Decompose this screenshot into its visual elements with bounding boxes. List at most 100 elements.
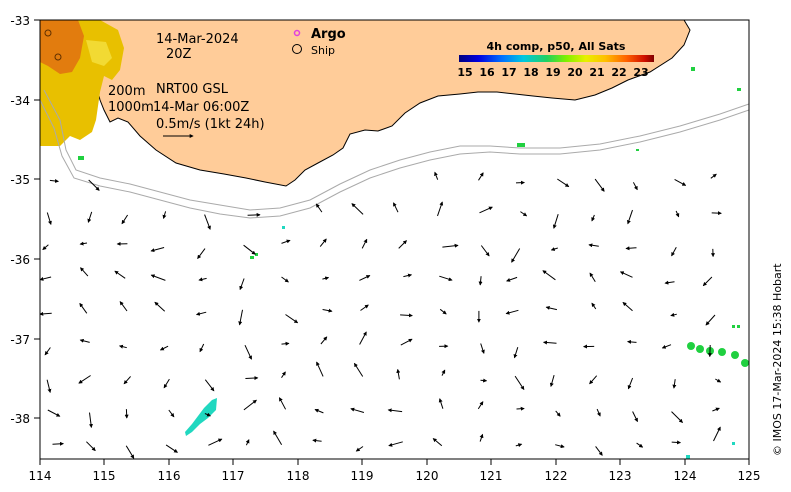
current-vector-arrow <box>550 247 558 251</box>
colorbar-tick: 22 <box>611 66 626 79</box>
x-tick-label: 120 <box>416 469 439 483</box>
current-vector-arrow <box>245 376 259 381</box>
current-vector-arrow <box>438 398 444 409</box>
imos-credit: © IMOS 17-Mar-2024 15:38 Hobart <box>771 263 784 456</box>
current-vector-arrow <box>516 406 525 411</box>
colorbar-tick: 23 <box>633 66 648 79</box>
current-vector-arrow <box>46 379 52 394</box>
colorbar-ramp <box>459 55 654 62</box>
depth-200m-label: 200m <box>108 84 145 99</box>
current-vector-arrow <box>46 212 52 226</box>
y-tick-label: -36 <box>10 253 30 267</box>
current-vector-arrow <box>713 426 721 442</box>
current-vector-arrow <box>281 341 290 346</box>
colorbar-tick: 16 <box>479 66 495 79</box>
current-vector-arrow <box>243 244 256 255</box>
current-vector-arrow <box>199 343 205 353</box>
y-tick-label: -33 <box>10 14 30 28</box>
current-vector-arrow <box>670 312 677 317</box>
current-vector-arrow <box>273 430 283 446</box>
current-vector-arrow <box>552 214 559 229</box>
current-vector-arrow <box>79 302 88 314</box>
current-vector-arrow <box>360 304 369 311</box>
current-vector-arrow <box>710 173 717 179</box>
current-vector-arrow <box>513 347 519 359</box>
current-vector-arrow <box>353 362 364 377</box>
current-vector-arrow <box>588 243 599 248</box>
colorbar-tick: 21 <box>589 66 604 79</box>
current-vector-arrow <box>627 339 637 344</box>
current-vector-arrow <box>204 214 211 230</box>
current-vector-arrow <box>87 211 93 223</box>
current-vector-arrow <box>625 246 637 251</box>
current-vector-arrow <box>632 411 638 423</box>
current-vector-arrow <box>636 442 644 448</box>
plot-frame <box>39 19 750 460</box>
current-vector-arrow <box>480 378 488 383</box>
current-vector-arrow <box>591 214 596 222</box>
current-vector-arrow <box>40 311 52 316</box>
current-vector-arrow <box>281 239 291 244</box>
current-vector-arrow <box>355 446 364 452</box>
current-vector-arrow <box>557 178 570 188</box>
current-vector-arrow <box>49 179 59 183</box>
current-vector-arrow <box>78 375 91 384</box>
product-label: NRT00 GSL <box>156 82 229 97</box>
current-vector-arrow <box>316 361 324 377</box>
current-vector-arrow <box>439 308 447 315</box>
current-vector-arrow <box>542 340 557 345</box>
current-vector-arrow <box>478 172 484 181</box>
y-tick-label: -35 <box>10 173 30 187</box>
current-vector-arrow <box>159 345 169 351</box>
current-vector-arrow <box>596 408 601 417</box>
current-vector-arrow <box>627 377 634 390</box>
x-tick-label: 124 <box>674 469 697 483</box>
current-vector-arrow <box>150 247 165 253</box>
ship-marker-icon <box>292 44 302 54</box>
current-vector-arrow <box>350 407 365 413</box>
depth-1000m-label: 1000m <box>108 100 154 115</box>
current-vector-arrow <box>315 203 323 213</box>
current-vector-arrow <box>705 314 716 326</box>
current-vector-arrow <box>702 276 713 287</box>
current-vector-arrow <box>439 275 453 282</box>
hour-label: 20Z <box>166 47 192 62</box>
current-vector-arrow <box>479 433 484 442</box>
current-vector-arrow <box>511 248 521 263</box>
current-vector-arrow <box>661 344 672 349</box>
x-tick-label: 123 <box>609 469 632 483</box>
current-vector-arrow <box>715 378 722 383</box>
current-vector-arrow <box>359 331 367 345</box>
ship-label: Ship <box>311 44 335 57</box>
current-vector-arrow <box>238 309 243 326</box>
colorbar-tick: 15 <box>457 66 472 79</box>
argo-marker-icon <box>293 29 301 37</box>
current-vector-arrow <box>119 301 128 312</box>
current-vector-arrow <box>79 241 88 246</box>
current-vector-arrow <box>555 410 561 417</box>
x-tick-label: 117 <box>222 469 245 483</box>
y-tick-label: -37 <box>10 333 30 347</box>
current-vector-arrow <box>88 179 100 191</box>
current-vector-arrow <box>80 267 89 277</box>
current-vector-arrow <box>86 441 96 452</box>
current-vector-arrow <box>506 276 518 282</box>
x-tick-label: 122 <box>545 469 568 483</box>
current-vector-arrow <box>125 445 135 459</box>
current-vector-arrow <box>480 245 490 257</box>
current-vector-arrow <box>79 338 90 343</box>
current-vector-arrow <box>505 309 519 315</box>
current-vector-arrow <box>514 375 525 391</box>
isobath-200m <box>43 89 749 211</box>
current-vector-arrow <box>243 399 257 411</box>
current-vector-arrow <box>622 301 633 312</box>
current-vector-arrow <box>671 411 683 423</box>
current-vector-arrow <box>479 206 493 214</box>
current-vector-arrow <box>393 202 399 213</box>
current-vector-arrow <box>320 336 328 345</box>
current-vector-arrow <box>589 375 598 385</box>
current-vectors <box>40 171 722 459</box>
current-vector-arrow <box>442 243 459 248</box>
current-vector-arrow <box>278 397 287 410</box>
